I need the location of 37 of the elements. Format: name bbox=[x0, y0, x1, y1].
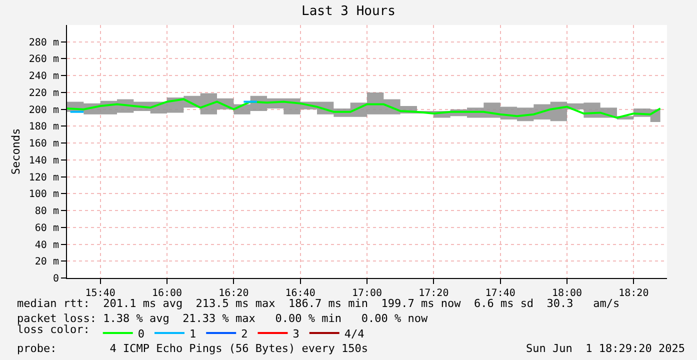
x-tick-label: 17:40 bbox=[485, 288, 516, 299]
y-tick-label: 160 m bbox=[28, 138, 59, 150]
y-tick-label: 20 m bbox=[34, 256, 59, 268]
y-tick-label: 80 m bbox=[34, 206, 59, 218]
x-tick-label: 17:20 bbox=[418, 288, 449, 299]
y-axis-title: Seconds bbox=[10, 128, 23, 175]
y-tick-label: 40 m bbox=[34, 240, 59, 251]
x-tick-label: 15:40 bbox=[85, 288, 116, 299]
y-tick-label: 140 m bbox=[28, 155, 59, 166]
y-tick-label: 180 m bbox=[28, 122, 59, 133]
y-tick-label: 240 m bbox=[28, 71, 59, 82]
x-tick-label: 18:00 bbox=[552, 288, 582, 299]
x-tick-label: 18:20 bbox=[618, 288, 649, 299]
y-tick-label: 260 m bbox=[28, 54, 59, 66]
y-tick-label: 60 m bbox=[34, 222, 59, 234]
chart-title: Last 3 Hours bbox=[302, 4, 396, 20]
y-tick-label: 100 m bbox=[28, 189, 59, 200]
text: Sun Jun 1 18:29:20 2025 bbox=[526, 342, 685, 355]
x-tick-label: 16:40 bbox=[285, 288, 316, 299]
line-series bbox=[67, 98, 662, 119]
x-tick-label: 16:20 bbox=[218, 288, 249, 299]
y-tick-label: 0 bbox=[52, 274, 59, 284]
y-tick-label: 280 m bbox=[28, 37, 59, 48]
legend-label: 2 bbox=[241, 327, 248, 340]
y-tick-label: 220 m bbox=[28, 88, 59, 99]
legend-label: 4/4 bbox=[344, 327, 365, 340]
x-tick-label: 16:00 bbox=[152, 288, 182, 299]
legend-title: loss color: bbox=[17, 322, 90, 336]
text: median rtt: 201.1 ms avg 213.5 ms max 186.7 ms min 199.7 ms now 6.6 ms sd 30.3 am/s bbox=[17, 297, 620, 310]
legend-label: 3 bbox=[292, 327, 300, 340]
x-tick-label: 17:00 bbox=[352, 288, 382, 299]
text: packet loss: 1.38 % avg 21.33 % max 0.00 % min 0.00 % now bbox=[17, 312, 428, 325]
legend-label: 0 bbox=[138, 327, 144, 340]
y-tick-label: 200 m bbox=[28, 104, 59, 116]
legend-label: 1 bbox=[189, 327, 196, 340]
y-tick-label: 120 m bbox=[28, 172, 59, 184]
text: probe: 4 ICMP Echo Pings (56 Bytes) every 150s bbox=[17, 342, 368, 355]
